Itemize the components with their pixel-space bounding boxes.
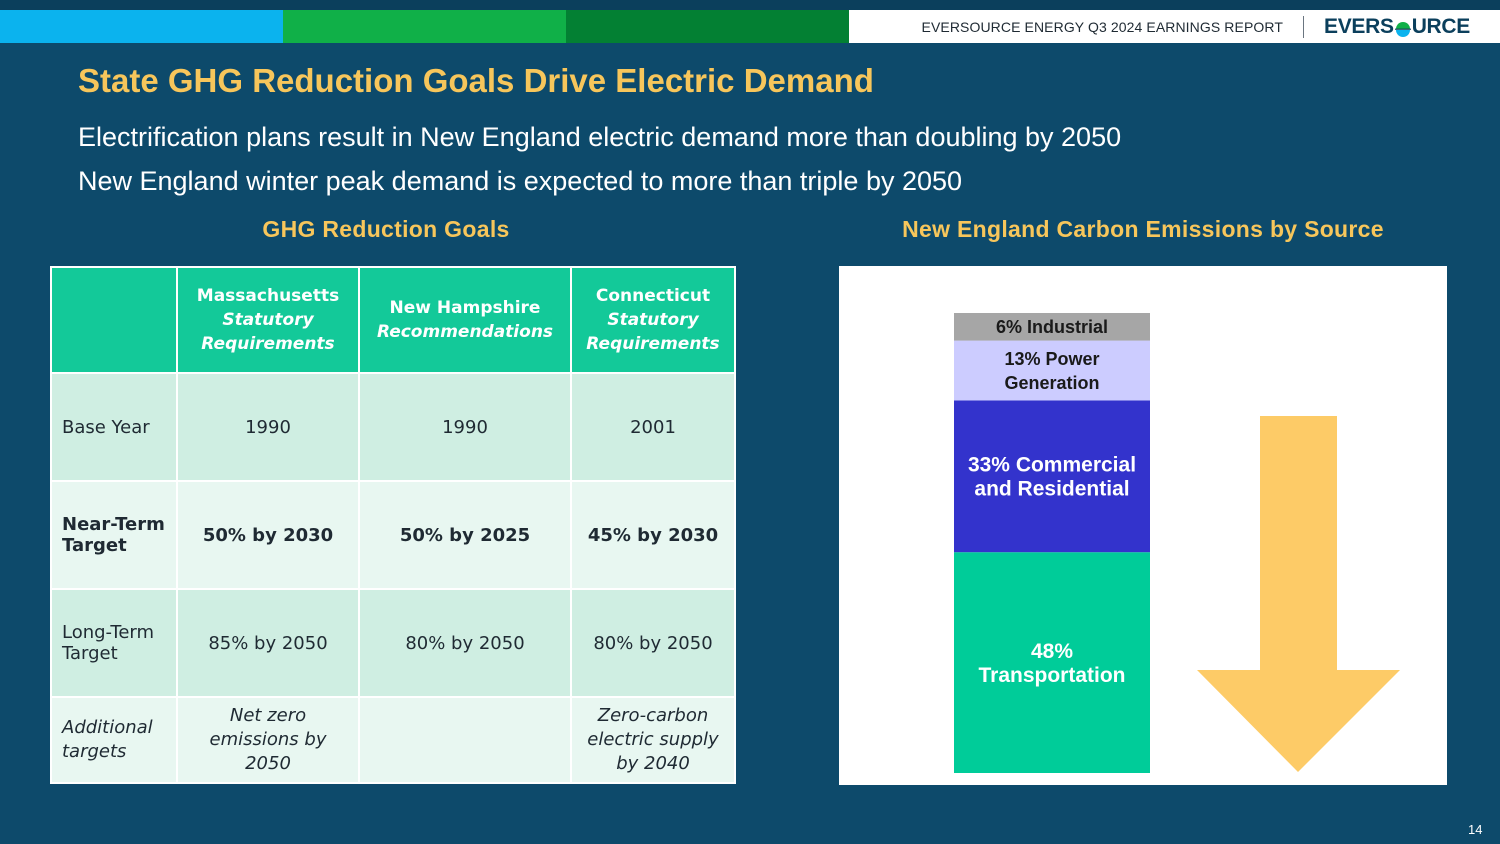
- table-cell: 80% by 2050: [570, 588, 736, 698]
- chart-section-title: New England Carbon Emissions by Source: [902, 216, 1384, 242]
- logo-o-icon: [1394, 19, 1411, 37]
- page-title: State GHG Reduction Goals Drive Electric…: [78, 62, 874, 99]
- band-green: [283, 10, 566, 43]
- down-arrow-icon: [1197, 416, 1400, 772]
- ghg-goals-table: Massachusetts Statutory Requirements New…: [50, 266, 736, 784]
- header-col-qualifier: Recommendations: [376, 322, 554, 342]
- header-massachusetts: Massachusetts Statutory Requirements: [176, 266, 360, 374]
- bar-segment-transportation: [954, 552, 1150, 773]
- table-header-row: Massachusetts Statutory Requirements New…: [50, 266, 736, 374]
- table-row: Additional targets Net zero emissions by…: [50, 696, 736, 784]
- logo-text-left: EVERS: [1323, 14, 1394, 38]
- table-cell: 85% by 2050: [176, 588, 360, 698]
- page-number: 14: [1468, 822, 1483, 837]
- table-cell: 50% by 2025: [358, 480, 572, 590]
- header-connecticut: Connecticut Statutory Requirements: [570, 266, 736, 374]
- band-dark-green: [566, 10, 849, 43]
- header-bar: EVERSOURCE ENERGY Q3 2024 EARNINGS REPOR…: [849, 10, 1500, 43]
- emissions-chart: 48% Transportation 33% Commercial and Resid…: [954, 313, 1400, 773]
- header-empty-cell: [50, 266, 178, 374]
- table-section-title: GHG Reduction Goals: [262, 216, 510, 242]
- table-cell: Zero-carbon electric supply by 2040: [570, 696, 736, 784]
- report-title: EVERSOURCE ENERGY Q3 2024 EARNINGS REPOR…: [921, 18, 1283, 35]
- header-col-qualifier: Requirements: [586, 334, 720, 354]
- row-label-additional: Additional targets: [50, 696, 178, 784]
- header-col-name: New Hampshire: [389, 298, 541, 318]
- table-cell: 50% by 2030: [176, 480, 360, 590]
- header-col-qualifier: Statutory: [222, 310, 314, 330]
- data-label: 6% Industrial: [996, 317, 1108, 337]
- subline-demand: Electrification plans result in New Engl…: [78, 122, 1122, 152]
- header-col-qualifier: Statutory: [607, 310, 699, 330]
- table-cell: 2001: [570, 372, 736, 482]
- row-label-base-year: Base Year: [50, 372, 178, 482]
- table-cell: 80% by 2050: [358, 588, 572, 698]
- bar-segment-industrial: [954, 313, 1150, 341]
- data-label: 48% Transportation: [978, 640, 1125, 687]
- table-cell: 1990: [358, 372, 572, 482]
- band-light-blue: [0, 10, 283, 43]
- logo-text-right: URCE: [1411, 14, 1471, 38]
- row-label-long-term: Long-Term Target: [50, 588, 178, 698]
- table-cell: 1990: [176, 372, 360, 482]
- table-cell: 45% by 2030: [570, 480, 736, 590]
- table-row: Near-Term Target 50% by 2030 50% by 2025…: [50, 480, 736, 590]
- table-cell: Net zero emissions by 2050: [176, 696, 360, 784]
- header-col-name: Connecticut: [595, 286, 711, 306]
- table-cell: [358, 696, 572, 784]
- header-col-name: Massachusetts: [196, 286, 340, 306]
- header-col-qualifier: Requirements: [201, 334, 335, 354]
- top-edge-bar: [0, 0, 1500, 10]
- table-row: Long-Term Target 85% by 2050 80% by 2050…: [50, 588, 736, 698]
- color-bands: [0, 10, 849, 43]
- subline-winter-peak: New England winter peak demand is expect…: [78, 166, 963, 196]
- table-row: Base Year 1990 1990 2001: [50, 372, 736, 482]
- emissions-chart-panel: 48% Transportation 33% Commercial and Resid…: [839, 266, 1447, 785]
- bar-segment-power-generation: [954, 340, 1150, 401]
- row-label-near-term: Near-Term Target: [50, 480, 178, 590]
- data-label: 13% Power Generation: [1004, 349, 1099, 393]
- bar-segment-commercial-and-residential: [954, 400, 1150, 553]
- eversource-logo: EVERS URCE: [1324, 15, 1470, 39]
- header-new-hampshire: New Hampshire Recommendations: [358, 266, 572, 374]
- header-divider: [1302, 15, 1304, 38]
- data-label: 33% Commercial and Residential: [968, 454, 1136, 501]
